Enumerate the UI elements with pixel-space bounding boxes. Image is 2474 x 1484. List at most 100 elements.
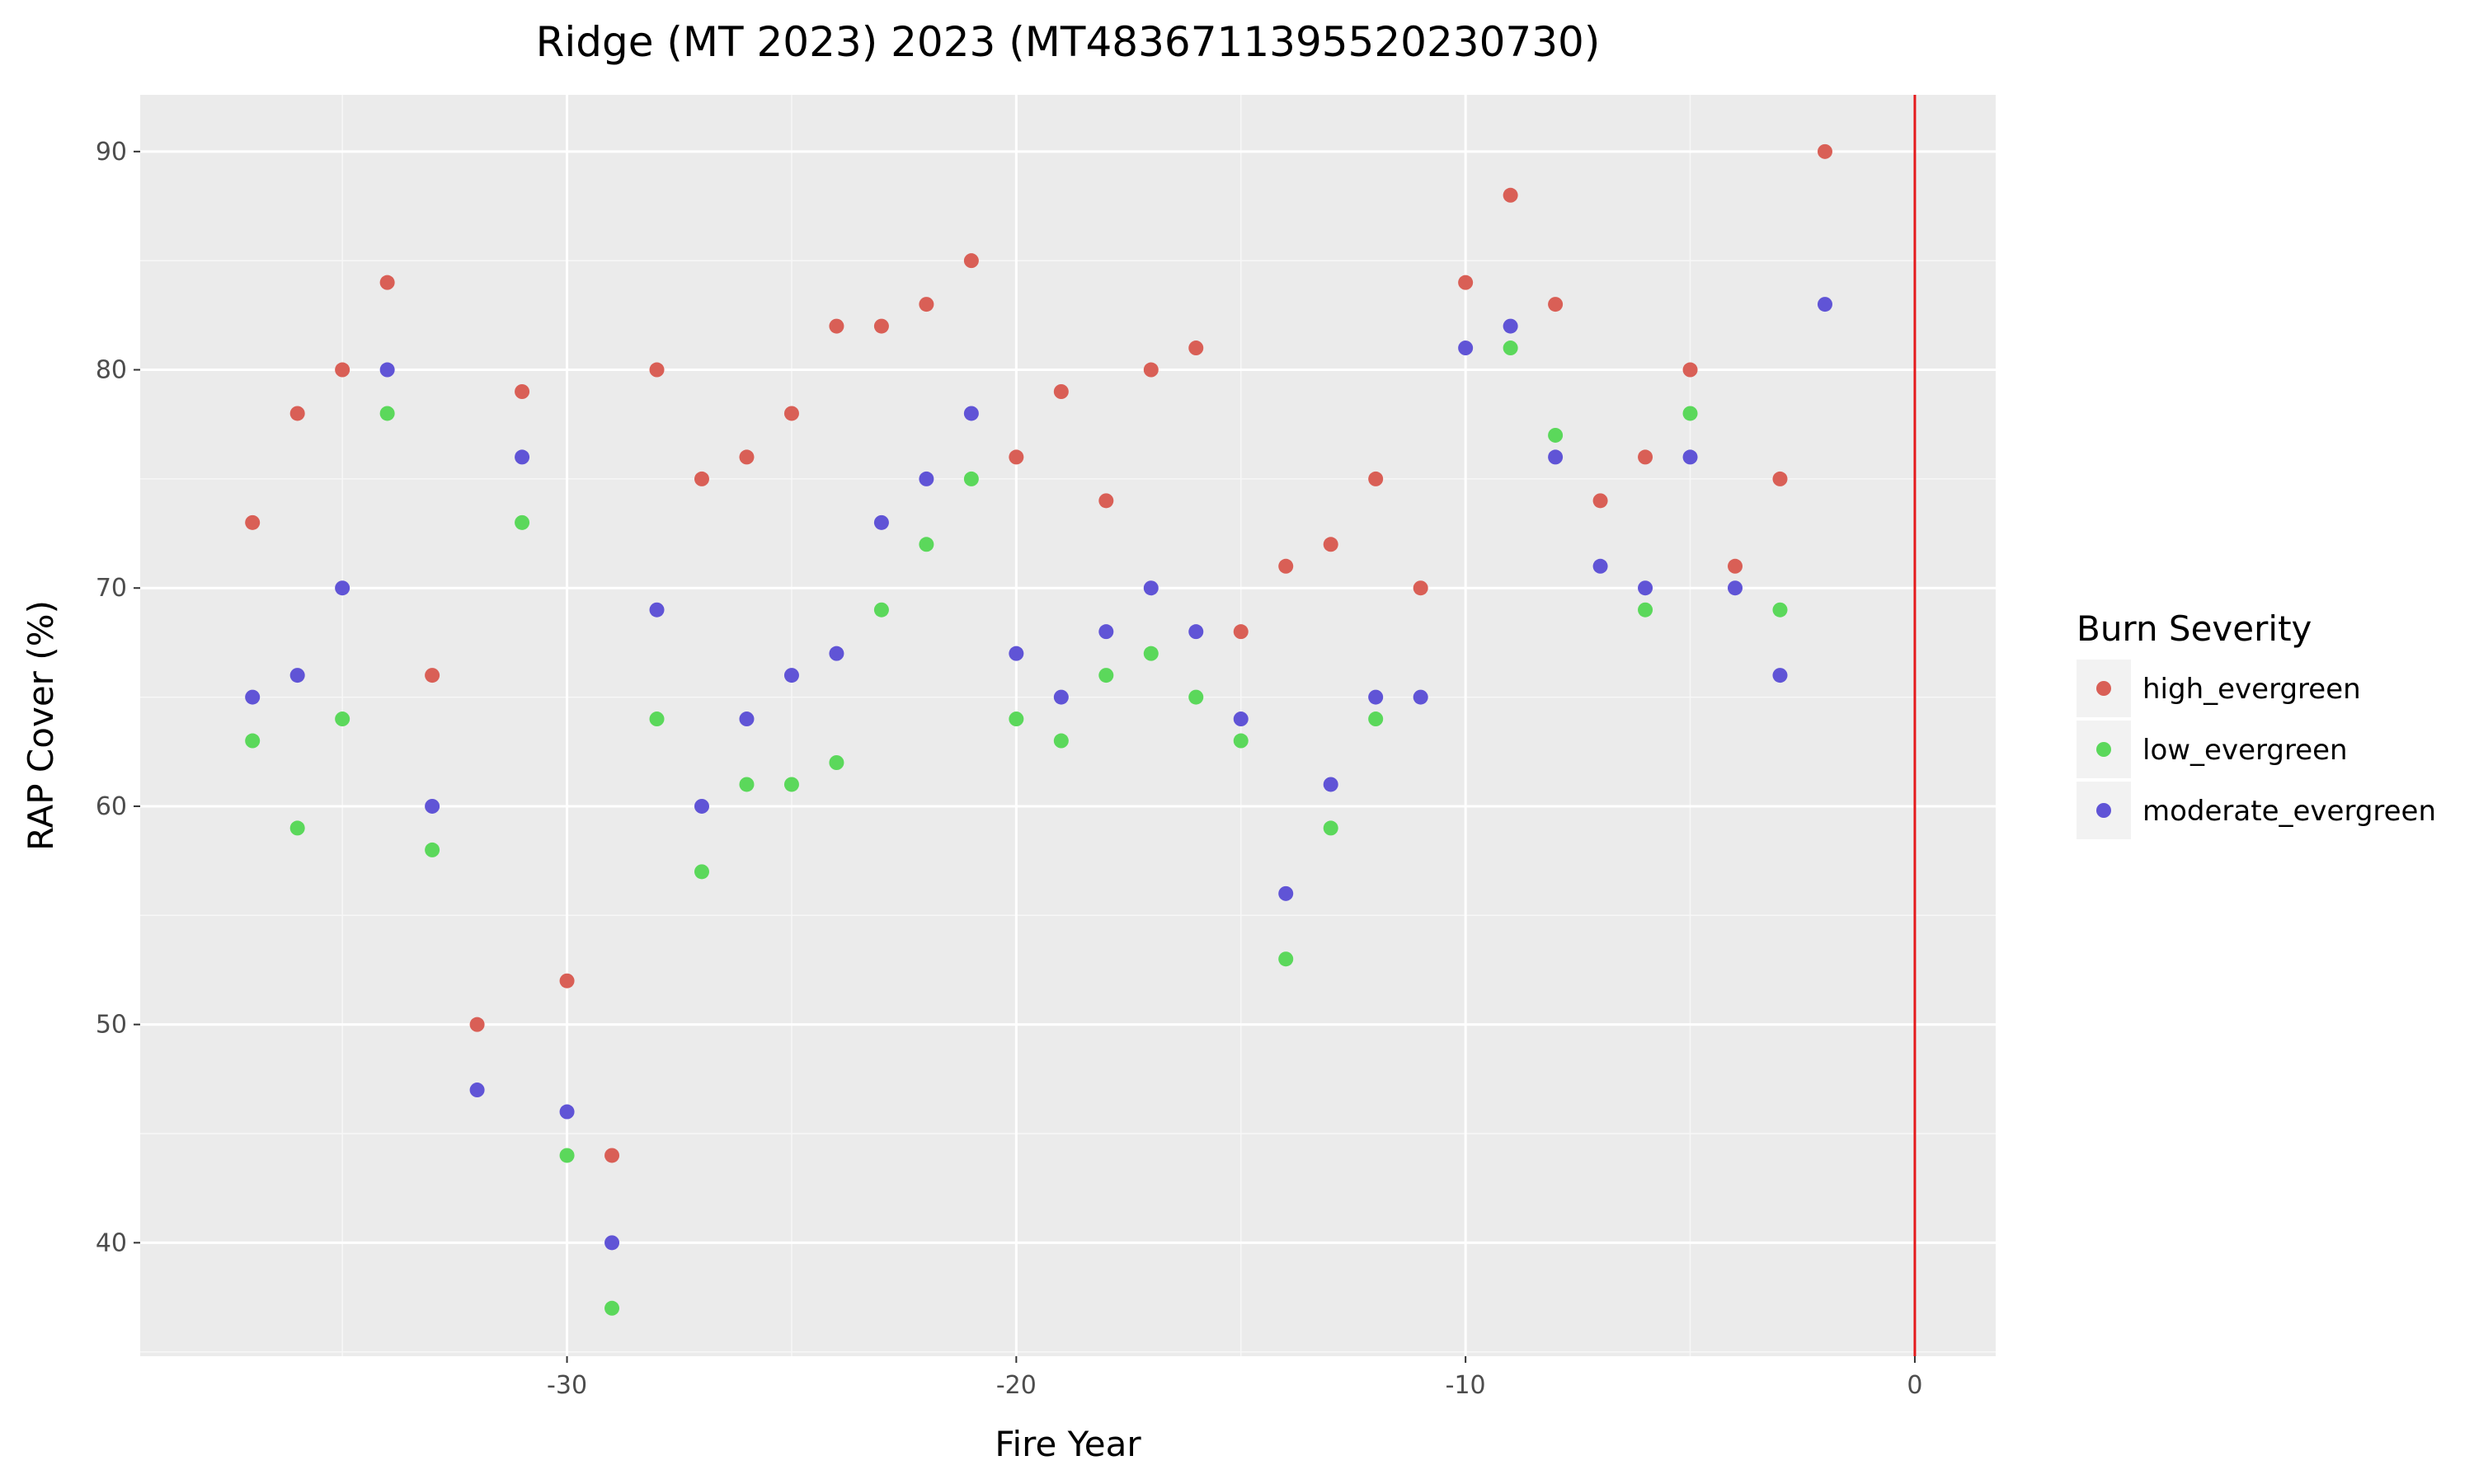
data-point <box>1728 580 1743 596</box>
legend-title: Burn Severity <box>2077 608 2312 649</box>
data-point <box>1098 493 1114 509</box>
data-point <box>783 777 799 792</box>
data-point <box>245 514 261 530</box>
data-point <box>1682 449 1698 465</box>
data-point <box>1682 406 1698 421</box>
y-tick-label: 90 <box>96 138 127 167</box>
data-point <box>649 711 665 727</box>
data-point <box>1278 885 1294 901</box>
data-point <box>335 362 350 378</box>
y-axis-title: RAP Cover (%) <box>21 600 61 851</box>
legend: Burn Severity high_evergreen low_evergree… <box>2077 608 2436 839</box>
data-point <box>1548 449 1564 465</box>
x-tick-label: -20 <box>996 1371 1037 1400</box>
y-axis: 40 50 60 70 80 90 <box>96 138 140 1257</box>
legend-marker <box>2096 681 2111 696</box>
panel-background <box>140 95 1996 1356</box>
data-point <box>1817 143 1832 159</box>
x-axis-title: Fire Year <box>995 1424 1141 1464</box>
data-point <box>1817 297 1832 312</box>
data-point <box>1548 427 1564 443</box>
data-point <box>1053 689 1069 705</box>
data-point <box>379 406 395 421</box>
minor-gridlines <box>140 95 1996 1356</box>
data-point <box>1458 340 1474 356</box>
data-point <box>1458 275 1474 290</box>
data-point <box>1638 449 1653 465</box>
data-point <box>1278 951 1294 967</box>
data-point <box>559 973 575 989</box>
data-point <box>245 689 261 705</box>
data-point <box>1368 711 1384 727</box>
data-point <box>469 1082 485 1098</box>
data-point <box>1592 493 1608 509</box>
data-point <box>1638 602 1653 618</box>
data-point <box>245 733 261 749</box>
data-point <box>1413 689 1428 705</box>
data-point <box>1772 602 1788 618</box>
data-point <box>425 668 440 683</box>
data-point <box>694 864 709 880</box>
series-moderate-evergreen <box>245 297 1832 1251</box>
legend-label: moderate_evergreen <box>2142 795 2436 828</box>
series-high-evergreen <box>245 143 1832 1163</box>
data-point <box>919 297 934 312</box>
data-point <box>829 318 844 334</box>
data-point <box>1188 340 1204 356</box>
data-point <box>1682 362 1698 378</box>
data-point <box>1009 646 1024 661</box>
data-point <box>425 842 440 857</box>
data-point <box>1728 558 1743 574</box>
data-point <box>649 362 665 378</box>
data-point <box>1503 318 1518 334</box>
data-point <box>1188 689 1204 705</box>
data-point <box>1413 580 1428 596</box>
data-point <box>649 602 665 618</box>
data-point <box>694 471 709 486</box>
data-point <box>335 711 350 727</box>
data-point <box>379 362 395 378</box>
data-point <box>1233 733 1249 749</box>
data-point <box>1592 558 1608 574</box>
legend-marker <box>2096 742 2111 757</box>
data-point <box>1143 580 1159 596</box>
y-tick-label: 80 <box>96 356 127 385</box>
data-point <box>335 580 350 596</box>
data-point <box>1098 668 1114 683</box>
data-point <box>739 449 755 465</box>
data-point <box>515 449 530 465</box>
data-point <box>425 798 440 814</box>
legend-marker <box>2096 803 2111 818</box>
chart-title: Ridge (MT 2023) 2023 (MT4836711395520230… <box>536 18 1601 66</box>
data-point <box>1188 624 1204 640</box>
legend-items: high_evergreen low_evergreen moderate_ever… <box>2077 660 2436 839</box>
data-point <box>515 384 530 399</box>
data-point <box>1638 580 1653 596</box>
data-point <box>739 711 755 727</box>
data-point <box>289 820 305 836</box>
data-point <box>289 406 305 421</box>
data-point <box>963 253 979 269</box>
data-point <box>829 646 844 661</box>
data-point <box>1772 668 1788 683</box>
data-point <box>1503 187 1518 203</box>
data-point <box>1278 558 1294 574</box>
y-tick-label: 50 <box>96 1011 127 1040</box>
data-point <box>873 602 889 618</box>
data-point <box>1548 297 1564 312</box>
data-point <box>1368 689 1384 705</box>
data-point <box>1009 711 1024 727</box>
data-point <box>919 537 934 552</box>
data-point <box>379 275 395 290</box>
y-tick-label: 70 <box>96 574 127 603</box>
data-point <box>873 318 889 334</box>
data-point <box>559 1148 575 1163</box>
data-point <box>604 1148 620 1163</box>
legend-label: high_evergreen <box>2142 673 2361 706</box>
data-point <box>694 798 709 814</box>
data-point <box>1503 340 1518 356</box>
data-point <box>1368 471 1384 486</box>
x-tick-label: -10 <box>1446 1371 1486 1400</box>
data-point <box>469 1017 485 1032</box>
